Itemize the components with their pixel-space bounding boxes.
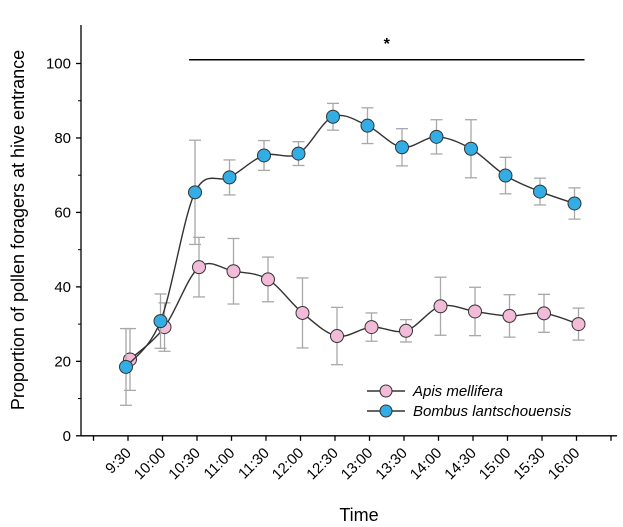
x-tick-label: 12:00 [269, 445, 308, 484]
data-point [533, 184, 547, 199]
data-point [330, 329, 344, 344]
data-point [364, 320, 379, 335]
x-tick-label: 10:30 [165, 445, 204, 484]
y-tick-label: 40 [54, 279, 71, 296]
y-axis-title: Proportion of pollen foragers at hive en… [8, 50, 28, 410]
data-point [468, 304, 482, 319]
data-point [153, 314, 168, 329]
legend-marker-apis-mellifera [379, 384, 393, 398]
legend-label-apis-mellifera: Apis mellifera [412, 383, 503, 400]
x-axis: 9:3010:0010:3011:0011:3012:0012:3013:001… [81, 435, 617, 484]
data-point [498, 168, 513, 183]
significance-marker: * [384, 36, 391, 53]
series-apis-mellifera [123, 236, 586, 392]
data-point [119, 359, 133, 374]
data-point [433, 299, 448, 314]
data-point [395, 140, 409, 155]
data-point [360, 118, 375, 133]
x-tick-label: 12:30 [303, 445, 342, 484]
y-tick-label: 80 [54, 130, 71, 147]
data-point [326, 109, 340, 124]
data-point [429, 129, 444, 144]
x-tick-label: 16:00 [545, 445, 584, 484]
x-ticks: 9:3010:0010:3011:0011:3012:0012:3013:001… [92, 435, 612, 484]
data-point [192, 260, 206, 275]
data-point [502, 308, 517, 323]
x-tick-label: 15:00 [476, 445, 515, 484]
y-ticks: 0 20 40 60 80 100 [46, 56, 81, 445]
data-point [571, 317, 586, 332]
legend: Apis mellifera Bombus lantschouensis [367, 383, 572, 420]
data-point [188, 185, 202, 200]
y-axis: 0 20 40 60 80 100 [46, 25, 82, 445]
y-tick-label: 100 [46, 56, 71, 73]
significance-annotations: * [189, 36, 585, 61]
legend-marker-bombus-lantschouensis [379, 404, 393, 418]
legend-label-bombus-lantschouensis: Bombus lantschouensis [413, 403, 572, 420]
series-layer [119, 102, 586, 406]
data-point [261, 272, 275, 287]
data-point [537, 306, 551, 321]
y-tick-label: 0 [63, 428, 71, 445]
data-point [399, 323, 413, 338]
data-point [257, 148, 271, 163]
x-tick-label: 11:30 [235, 445, 273, 483]
x-tick-label: 14:30 [441, 445, 480, 484]
data-point [464, 141, 478, 156]
x-axis-title: Time [339, 505, 378, 525]
y-tick-label: 20 [54, 353, 71, 370]
x-tick-label: 15:30 [510, 445, 549, 484]
x-tick-label: 13:30 [372, 445, 411, 484]
data-point [291, 146, 306, 161]
x-tick-label: 14:00 [407, 445, 446, 484]
x-tick-label: 9:30 [102, 445, 135, 478]
data-point [226, 264, 241, 279]
series-line [125, 114, 575, 368]
data-point [222, 170, 237, 185]
x-tick-label: 10:00 [131, 445, 170, 484]
data-point [567, 196, 582, 211]
data-point [295, 305, 310, 320]
x-tick-label: 13:00 [338, 445, 377, 484]
x-tick-label: 11:00 [201, 445, 239, 483]
series-bombus-lantschouensis [119, 102, 582, 406]
y-tick-label: 60 [54, 204, 71, 221]
